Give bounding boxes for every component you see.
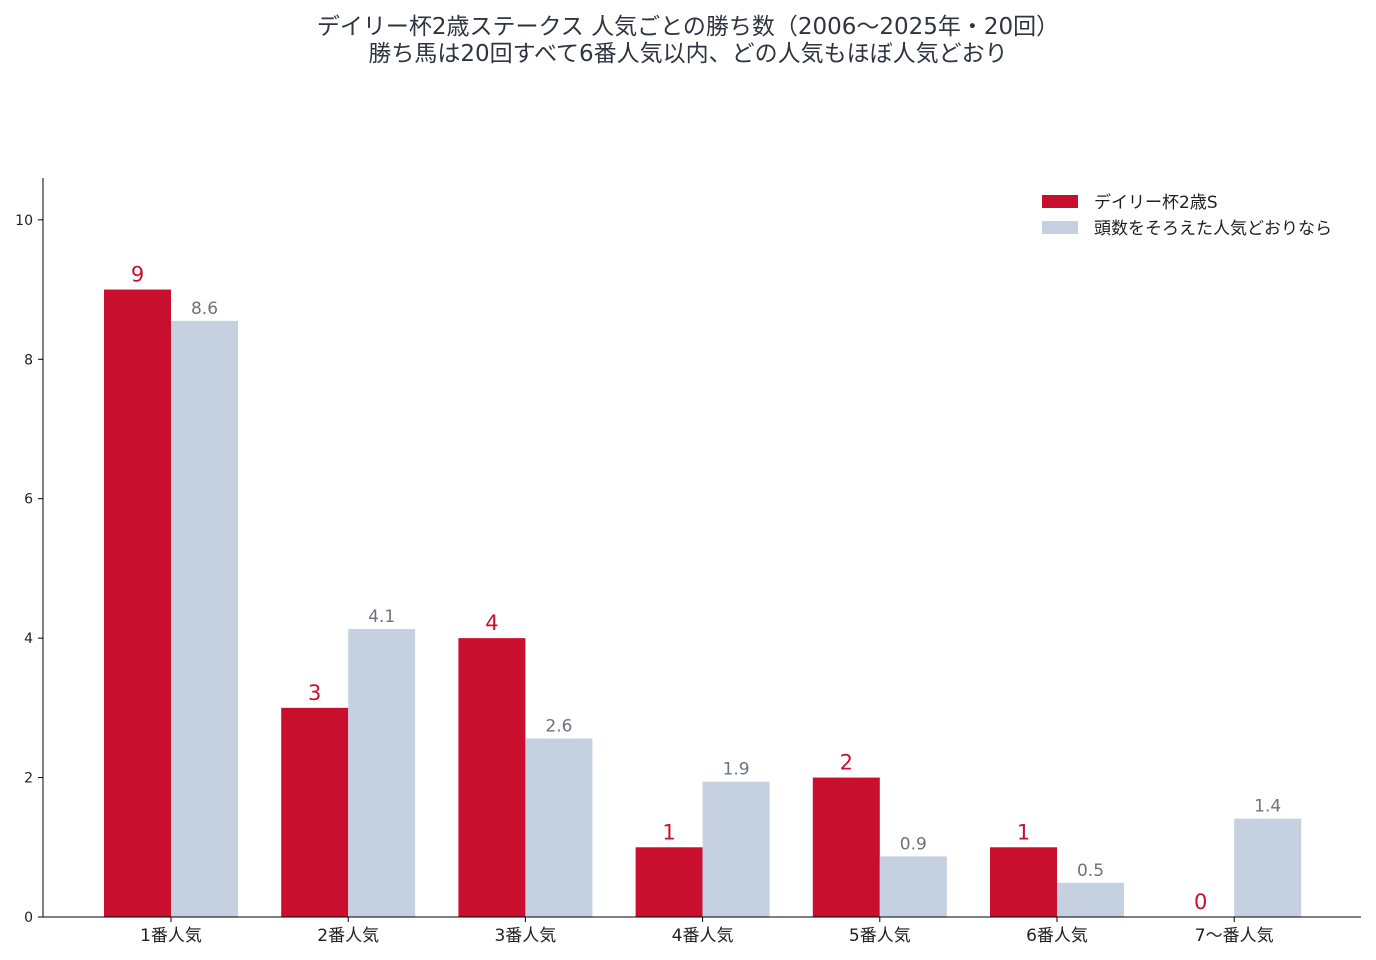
value-label-expected-2: 4.1 — [368, 607, 395, 627]
bar-race-5 — [812, 777, 880, 917]
bar-expected-3 — [525, 738, 593, 917]
value-label-expected-6: 0.5 — [1077, 861, 1104, 881]
value-label-race-7: 0 — [1194, 890, 1207, 914]
bar-race-6 — [990, 847, 1057, 917]
x-ticks-layer: 1番人気 2番人気 3番人気 4番人気 5番人気 6番人気 7〜番人気 — [140, 917, 1274, 946]
bar-expected-2 — [348, 629, 416, 917]
y-ticks-layer: 0 2 4 6 8 10 — [15, 213, 43, 926]
bar-race-2 — [281, 707, 349, 917]
bars-layer — [104, 289, 1302, 917]
value-label-race-6: 1 — [1017, 820, 1030, 844]
bar-expected-4 — [702, 781, 770, 917]
bar-expected-1 — [171, 320, 238, 917]
value-label-race-3: 4 — [485, 611, 498, 635]
chart-subtitle: 勝ち馬は20回すべて6番人気以内、どの人気もほぼ人気どおり — [368, 41, 1008, 67]
chart-titles: デイリー杯2歳ステークス 人気ごとの勝ち数（2006〜2025年・20回） 勝ち… — [0, 14, 1376, 68]
y-tick-label: 4 — [24, 631, 33, 647]
value-label-race-4: 1 — [662, 820, 675, 844]
value-label-race-5: 2 — [840, 751, 853, 775]
chart-title: デイリー杯2歳ステークス 人気ごとの勝ち数（2006〜2025年・20回） — [316, 14, 1060, 40]
bar-expected-7 — [1234, 818, 1302, 917]
value-label-race-1: 9 — [131, 263, 144, 287]
legend-swatch-expected — [1042, 221, 1078, 234]
legend-swatch-race — [1042, 195, 1078, 208]
x-tick-label: 1番人気 — [140, 926, 202, 946]
y-tick-label: 6 — [24, 492, 33, 508]
bar-race-3 — [458, 638, 526, 917]
legend-label-expected: 頭数をそろえた人気どおりなら — [1094, 219, 1332, 239]
value-label-expected-5: 0.9 — [900, 834, 927, 854]
y-tick-label: 0 — [24, 910, 33, 926]
x-tick-label: 6番人気 — [1026, 926, 1088, 946]
x-tick-label: 2番人気 — [317, 926, 379, 946]
axes-layer — [42, 178, 1361, 918]
bar-race-1 — [104, 289, 171, 917]
legend-label-race: デイリー杯2歳S — [1094, 192, 1218, 213]
value-labels-layer: 9 8.6 3 4.1 4 2.6 1 1.9 2 0.9 1 0.5 0 1.4 — [131, 263, 1281, 914]
value-label-expected-1: 8.6 — [191, 299, 218, 319]
value-label-expected-3: 2.6 — [545, 717, 572, 737]
legend: デイリー杯2歳S 頭数をそろえた人気どおりなら — [1042, 192, 1332, 239]
x-tick-label: 7〜番人気 — [1195, 926, 1274, 946]
x-tick-label: 5番人気 — [849, 926, 911, 946]
bar-expected-6 — [1057, 882, 1124, 917]
y-tick-label: 8 — [24, 352, 33, 368]
value-label-expected-7: 1.4 — [1254, 797, 1281, 817]
x-tick-label: 4番人気 — [672, 926, 734, 946]
value-label-race-2: 3 — [308, 681, 321, 705]
x-tick-label: 3番人気 — [494, 926, 556, 946]
bar-expected-5 — [879, 856, 947, 917]
y-tick-label: 10 — [15, 213, 33, 229]
y-tick-label: 2 — [24, 771, 33, 787]
bar-race-4 — [635, 847, 703, 917]
value-label-expected-4: 1.9 — [723, 760, 750, 780]
